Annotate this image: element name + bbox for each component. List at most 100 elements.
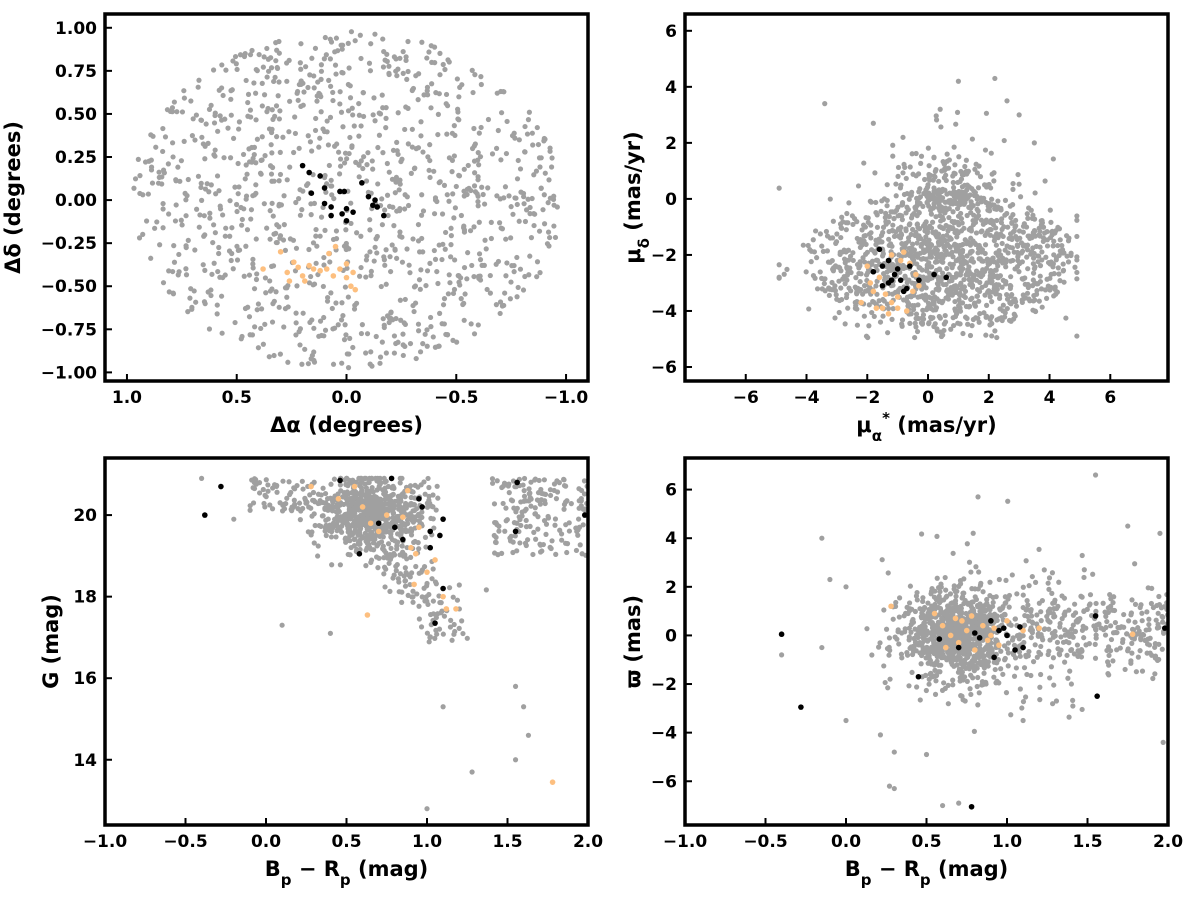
background-star-point	[312, 522, 318, 529]
x-tick-label: 1.5	[492, 832, 522, 852]
orange-group-point	[894, 294, 901, 300]
background-star-point	[863, 215, 869, 221]
background-star-point	[148, 132, 154, 138]
background-star-point	[436, 626, 443, 632]
background-star-point	[438, 610, 444, 616]
background-star-point	[220, 212, 226, 218]
background-star-point	[529, 130, 535, 136]
background-star-point	[1039, 304, 1045, 310]
background-star-point	[401, 509, 407, 515]
background-star-point	[511, 269, 517, 275]
background-star-point	[876, 236, 882, 242]
background-star-point	[239, 333, 245, 340]
x-tick-label: 4	[1044, 388, 1056, 408]
background-star-point	[166, 211, 172, 217]
background-star-point	[397, 181, 403, 187]
background-star-point	[1135, 654, 1141, 660]
background-star-point	[910, 241, 916, 247]
background-star-point	[512, 533, 518, 539]
background-star-point	[342, 322, 348, 328]
background-star-point	[431, 168, 437, 174]
orange-group-point	[301, 278, 308, 284]
y-tick-label: −0.25	[41, 234, 97, 254]
background-star-point	[232, 319, 238, 326]
background-star-point	[934, 255, 940, 261]
orange-group-point	[337, 266, 343, 272]
background-star-point	[300, 188, 306, 194]
background-star-point	[375, 565, 381, 571]
background-star-point	[973, 596, 980, 603]
background-star-point	[308, 356, 314, 362]
background-star-point	[420, 341, 426, 347]
background-star-point	[957, 300, 963, 307]
background-star-point	[1065, 238, 1072, 244]
background-star-point	[844, 210, 850, 217]
background-star-point	[990, 594, 996, 601]
background-star-point	[1041, 626, 1047, 632]
background-star-point	[1050, 655, 1056, 661]
background-star-point	[142, 159, 149, 165]
background-star-point	[293, 310, 299, 316]
background-star-point	[1031, 228, 1038, 234]
background-star-point	[1032, 190, 1038, 196]
background-star-point	[332, 325, 338, 331]
background-star-point	[367, 497, 373, 503]
background-star-point	[1000, 671, 1006, 677]
background-star-point	[485, 116, 492, 123]
background-star-point	[530, 142, 536, 148]
background-star-point	[184, 193, 190, 199]
background-star-point	[1090, 571, 1096, 577]
background-star-point	[307, 319, 313, 326]
background-star-point	[416, 546, 422, 552]
background-star-point	[309, 55, 315, 61]
background-star-point	[1004, 305, 1010, 312]
background-star-point	[950, 315, 956, 321]
background-star-point	[913, 324, 919, 330]
background-star-point	[456, 625, 462, 631]
background-star-point	[1121, 611, 1127, 618]
black-group-point	[321, 185, 328, 191]
background-star-point	[1026, 618, 1032, 624]
background-star-point	[354, 500, 360, 506]
orange-group-point	[416, 524, 422, 531]
background-star-point	[1155, 610, 1161, 616]
background-star-point	[390, 515, 396, 521]
background-star-point	[256, 490, 263, 496]
background-star-point	[1074, 217, 1080, 223]
background-star-point	[448, 242, 454, 248]
background-star-point	[987, 322, 993, 328]
background-star-point	[861, 233, 867, 239]
background-star-point	[435, 111, 441, 117]
background-star-point	[454, 597, 461, 603]
orange-group-point	[412, 551, 419, 557]
background-star-point	[512, 757, 519, 763]
background-star-point	[890, 222, 896, 228]
background-star-point	[273, 40, 279, 46]
background-star-point	[267, 163, 274, 169]
background-star-point	[1129, 640, 1135, 646]
background-star-point	[881, 298, 887, 304]
background-star-point	[899, 655, 905, 661]
background-star-point	[342, 150, 349, 156]
background-star-point	[1074, 276, 1080, 282]
background-star-point	[521, 488, 527, 494]
background-star-point	[1004, 243, 1010, 249]
background-star-point	[418, 133, 424, 139]
background-star-point	[960, 644, 966, 651]
background-star-point	[369, 158, 375, 164]
background-star-point	[359, 535, 365, 541]
background-star-point	[936, 612, 942, 618]
background-star-point	[318, 68, 325, 74]
background-star-point	[984, 600, 990, 606]
background-star-point	[376, 132, 383, 138]
background-star-point	[159, 181, 165, 187]
background-star-point	[429, 576, 435, 582]
background-star-point	[165, 161, 171, 167]
background-star-point	[934, 326, 940, 332]
background-star-point	[174, 109, 180, 115]
background-star-point	[998, 207, 1004, 213]
background-star-point	[403, 57, 409, 64]
background-star-point	[394, 148, 400, 154]
background-star-point	[167, 108, 174, 114]
